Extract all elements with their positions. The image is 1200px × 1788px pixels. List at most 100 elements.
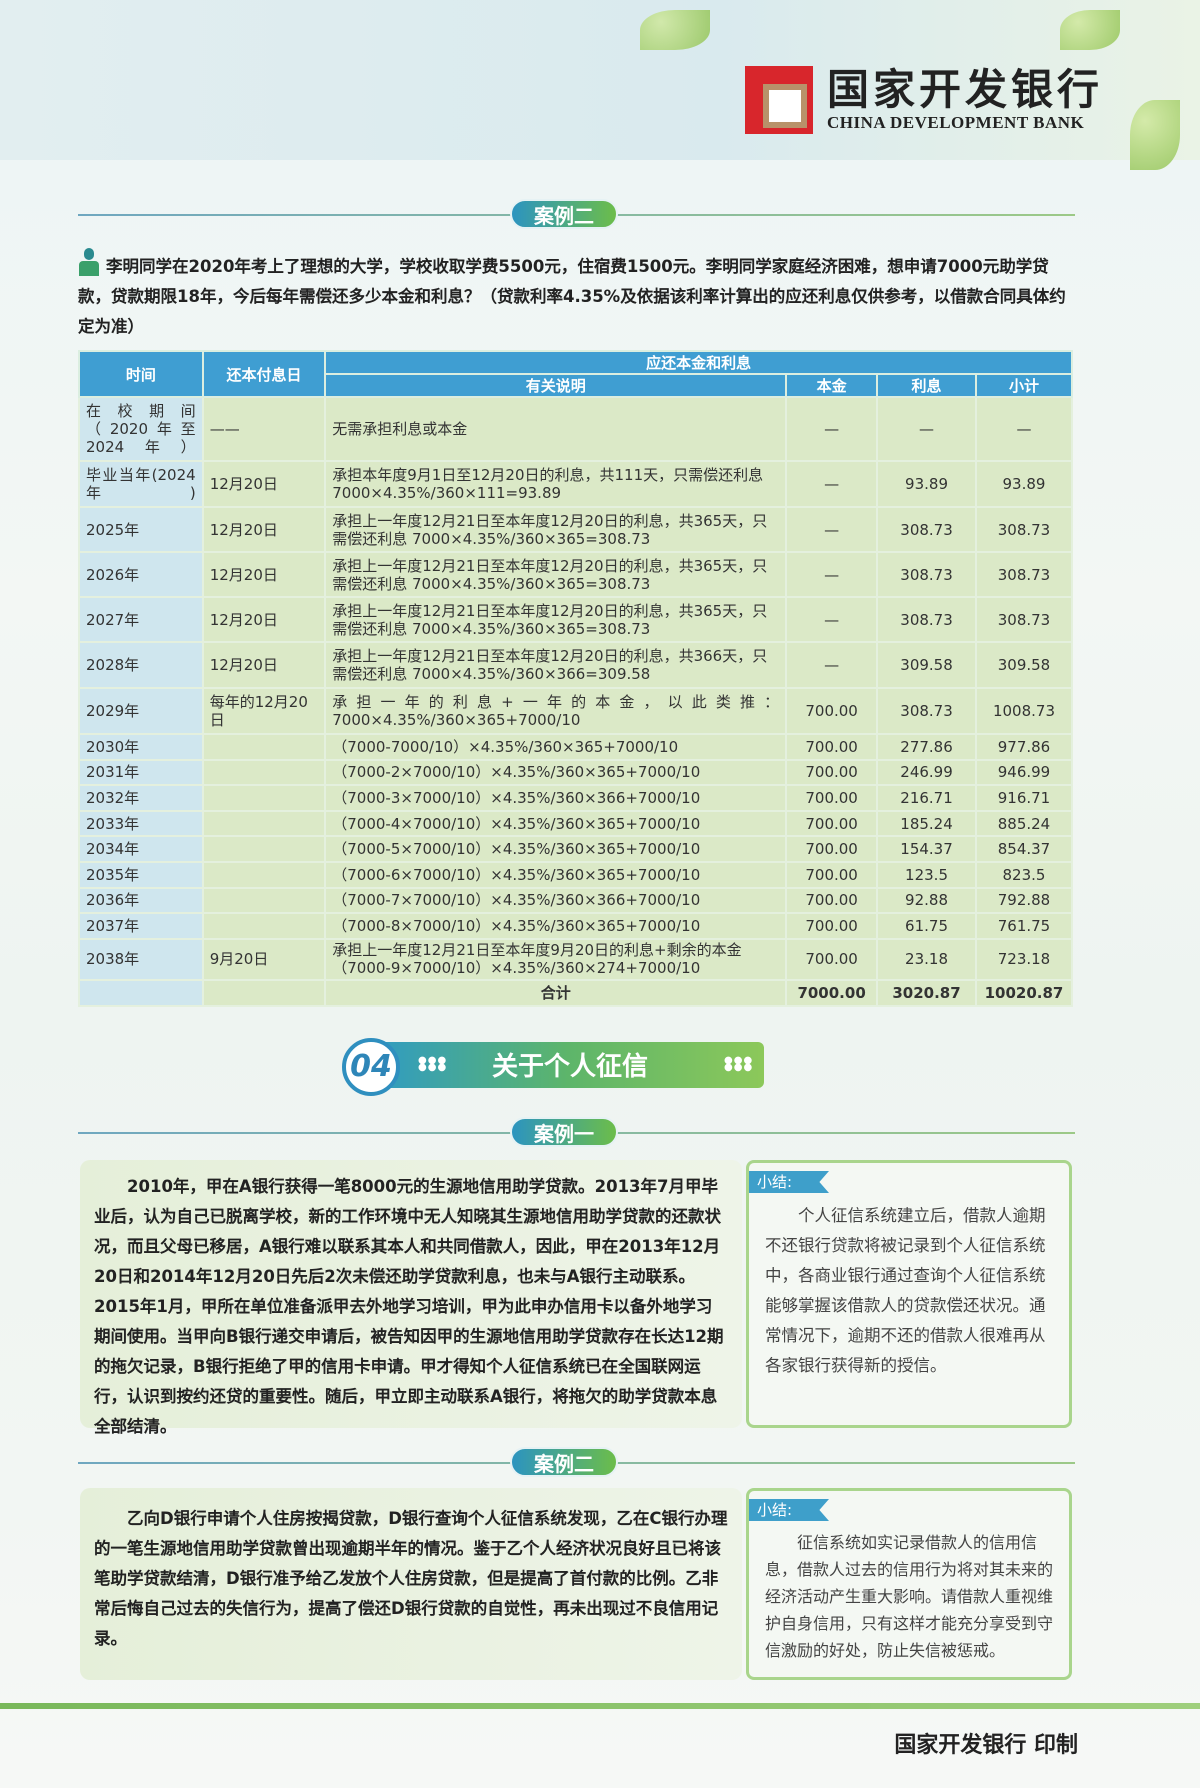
row-time: 2026年 — [78, 551, 204, 598]
table-row: 2037年 （7000-8×7000/10）×4.35%/360×365+7000… — [78, 912, 1074, 940]
footer-text: 国家开发银行 印制 — [894, 1733, 1078, 1758]
th-group: 应还本金和利息 — [324, 350, 1073, 375]
row-principal: 700.00 — [785, 860, 879, 889]
row-principal: 700.00 — [785, 886, 879, 915]
row-subtotal: 723.18 — [974, 937, 1074, 981]
row-time: 2025年 — [78, 506, 204, 553]
table-row: 毕业当年(2024年) 12月20日 承担本年度9月1日至12月20日的利息，共11… — [78, 460, 1074, 508]
leaf-decoration — [640, 10, 710, 50]
row-principal: 700.00 — [785, 784, 879, 812]
case2-summary-text: 征信系统如实记录借款人的信用信息，借款人过去的信用行为将对其未来的经济活动产生重… — [765, 1533, 1054, 1660]
row-desc: （7000-8×7000/10）×4.35%/360×365+7000/10 — [324, 912, 788, 940]
row-principal: 700.00 — [785, 835, 879, 863]
case2-summary: 小结: 征信系统如实记录借款人的信用信息，借款人过去的信用行为将对其未来的经济活… — [746, 1488, 1072, 1680]
table-row: 2025年 12月20日 承担上一年度12月21日至本年度12月20日的利息，共36… — [78, 506, 1074, 553]
row-date: 12月20日 — [201, 596, 327, 643]
bank-logo: 国家开发银行 CHINA DEVELOPMENT BANK — [745, 66, 1103, 134]
case1-summary-text: 个人征信系统建立后，借款人逾期不还银行贷款将被记录到个人征信系统中，各商业银行通… — [765, 1206, 1046, 1375]
row-interest: — — [876, 396, 977, 462]
section-04-banner: ●●● ●●● ●●● ●●● 04 关于个人征信 — [342, 1038, 764, 1096]
row-date: —— — [201, 396, 327, 462]
row-date: 12月20日 — [201, 460, 327, 508]
row-interest: 308.73 — [876, 596, 977, 643]
table-row: 2027年 12月20日 承担上一年度12月21日至本年度12月20日的利息，共36… — [78, 596, 1074, 643]
row-date — [201, 758, 327, 787]
case2-text: 乙向D银行申请个人住房按揭贷款，D银行查询个人征信系统发现，乙在C银行办理的一笔… — [80, 1488, 742, 1680]
footer-line — [0, 1703, 1200, 1709]
row-subtotal: 309.58 — [974, 641, 1074, 689]
row-desc: 承担上一年度12月21日至本年度12月20日的利息，共365天，只需偿还利息 7… — [324, 506, 788, 553]
section-number: 04 — [342, 1038, 400, 1096]
row-time: 2035年 — [78, 860, 204, 889]
row-time: 2030年 — [78, 733, 204, 761]
table-row: 2029年 每年的12月20日 承担一年的利息+一年的本金，以此类推：7000×4.… — [78, 687, 1074, 735]
row-time: 毕业当年(2024年) — [78, 460, 204, 508]
row-date — [201, 733, 327, 761]
table-row: 2034年 （7000-5×7000/10）×4.35%/360×365+7000… — [78, 835, 1074, 863]
total-interest: 3020.87 — [876, 978, 977, 1007]
total-label: 合计 — [324, 978, 788, 1007]
case2-intro: 李明同学在2020年考上了理想的大学，学校收取学费5500元，住宿费1500元。… — [78, 248, 1074, 342]
table-row: 在校期间（2020年至2024年） —— 无需承担利息或本金 — — — — [78, 396, 1074, 462]
case1-tag: 案例一 — [510, 1117, 618, 1147]
row-time: 2027年 — [78, 596, 204, 643]
row-interest: 123.5 — [876, 860, 977, 889]
row-interest: 185.24 — [876, 809, 977, 838]
case2-intro-text: 李明同学在2020年考上了理想的大学，学校收取学费5500元，住宿费1500元。… — [78, 257, 1066, 336]
th-desc: 有关说明 — [324, 373, 788, 398]
row-date: 9月20日 — [201, 937, 327, 981]
row-subtotal: 854.37 — [974, 835, 1074, 863]
table-row: 2035年 （7000-6×7000/10）×4.35%/360×365+7000… — [78, 860, 1074, 889]
case2-tag: 案例二 — [510, 1447, 618, 1477]
row-time: 在校期间（2020年至2024年） — [78, 396, 204, 462]
row-interest: 308.73 — [876, 687, 977, 735]
th-principal: 本金 — [785, 373, 879, 398]
row-interest: 246.99 — [876, 758, 977, 787]
row-principal: 700.00 — [785, 733, 879, 761]
row-date — [201, 809, 327, 838]
table-row: 2033年 （7000-4×7000/10）×4.35%/360×365+7000… — [78, 809, 1074, 838]
row-time: 2036年 — [78, 886, 204, 915]
row-interest: 23.18 — [876, 937, 977, 981]
th-time: 时间 — [78, 350, 204, 398]
dots-icon: ●●● ●●● — [724, 1055, 754, 1073]
row-desc: 承担上一年度12月21日至本年度12月20日的利息，共365天，只需偿还利息 7… — [324, 551, 788, 598]
leaf-decoration — [1060, 10, 1120, 50]
th-subtotal: 小计 — [974, 373, 1074, 398]
repayment-table: 时间 还本付息日 应还本金和利息 有关说明 本金 利息 小计 在校期间（2020年至202… — [78, 350, 1074, 1007]
row-desc: 承担上一年度12月21日至本年度12月20日的利息，共366天，只需偿还利息 7… — [324, 641, 788, 689]
total-principal: 7000.00 — [785, 978, 879, 1007]
row-time: 2033年 — [78, 809, 204, 838]
row-desc: 承担本年度9月1日至12月20日的利息，共111天，只需偿还利息 7000×4.… — [324, 460, 788, 508]
row-subtotal: 93.89 — [974, 460, 1074, 508]
row-desc: 无需承担利息或本金 — [324, 396, 788, 462]
row-date: 12月20日 — [201, 641, 327, 689]
row-date — [201, 886, 327, 915]
row-desc: （7000-6×7000/10）×4.35%/360×365+7000/10 — [324, 860, 788, 889]
row-subtotal: 885.24 — [974, 809, 1074, 838]
row-principal: 700.00 — [785, 687, 879, 735]
row-subtotal: — — [974, 396, 1074, 462]
row-principal: — — [785, 596, 879, 643]
row-interest: 154.37 — [876, 835, 977, 863]
row-subtotal: 761.75 — [974, 912, 1074, 940]
table-row: 2036年 （7000-7×7000/10）×4.35%/360×366+7000… — [78, 886, 1074, 915]
table-row: 2032年 （7000-3×7000/10）×4.35%/360×366+7000… — [78, 784, 1074, 812]
row-interest: 308.73 — [876, 506, 977, 553]
row-principal: 700.00 — [785, 937, 879, 981]
row-desc: （7000-3×7000/10）×4.35%/360×366+7000/10 — [324, 784, 788, 812]
row-subtotal: 977.86 — [974, 733, 1074, 761]
table-row: 2038年 9月20日 承担上一年度12月21日至本年度9月20日的利息+剩余的本金… — [78, 937, 1074, 981]
row-desc: 承担上一年度12月21日至本年度9月20日的利息+剩余的本金（7000-9×70… — [324, 937, 788, 981]
table-row: 2031年 （7000-2×7000/10）×4.35%/360×365+7000… — [78, 758, 1074, 787]
row-time: 2034年 — [78, 835, 204, 863]
row-date — [201, 912, 327, 940]
row-desc: （7000-4×7000/10）×4.35%/360×365+7000/10 — [324, 809, 788, 838]
row-time: 2031年 — [78, 758, 204, 787]
row-interest: 61.75 — [876, 912, 977, 940]
th-date: 还本付息日 — [201, 350, 327, 398]
row-desc: 承担一年的利息+一年的本金，以此类推：7000×4.35%/360×365+70… — [324, 687, 788, 735]
header-band — [0, 0, 1200, 160]
row-interest: 277.86 — [876, 733, 977, 761]
row-time: 2037年 — [78, 912, 204, 940]
